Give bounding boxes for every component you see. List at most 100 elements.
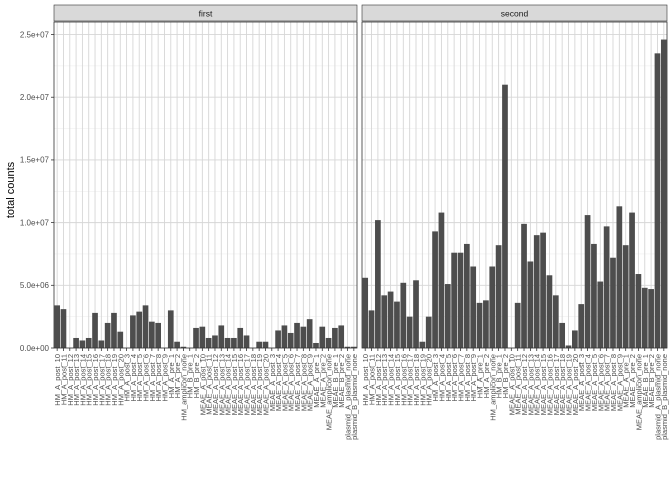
bar [294,322,300,348]
bar [394,301,400,348]
bar [400,282,407,348]
y-tick-label: 2.0e+07 [20,93,50,102]
panel-background [54,22,357,348]
x-tick-label: MEAE_A_post_14 [224,354,233,415]
bar [92,312,98,348]
bar [224,337,231,348]
x-tick-label: HM_amplicon_none [488,354,497,421]
bar [546,275,553,348]
bar [457,252,464,348]
bar [406,316,413,348]
x-tick-label: HM_A_post_16 [91,354,100,406]
x-tick-label: HM_A_post_9 [469,354,478,402]
bar [142,305,149,348]
bar [149,321,155,348]
bar [313,342,319,348]
x-tick-label: plasmid_B_plasmid_none [350,354,359,440]
x-tick-label: MEAE_A_post_15 [230,354,239,415]
facet-strip-second [361,4,668,22]
facet-strip-label-first: first [199,9,213,19]
x-axis-second: HM_A_post_10HM_A_post_11HM_A_post_12HM_A… [361,348,669,440]
bar [79,340,86,348]
x-tick-label: MEAE_A_post_4 [584,354,593,411]
bar [231,337,237,348]
bar [73,337,79,348]
x-tick-label: HM_A_post_16 [399,354,408,406]
bar [559,322,566,348]
bar [622,245,629,348]
y-tick-label: 5.0e+06 [20,281,50,290]
bar [155,322,161,348]
panel-background [362,22,667,348]
bar [572,330,578,348]
bar [610,257,616,348]
panel-grid [54,22,357,349]
bar [287,332,294,348]
bar [54,305,60,348]
bar [629,212,635,348]
x-tick-label: MEAE_A_post_3 [268,354,277,411]
bar [262,341,269,348]
panel-border [53,21,358,349]
x-tick-label: HM_A_post_11 [59,354,68,405]
bar [205,337,212,348]
bar [117,331,124,348]
x-tick-label: MEAE_B_pre_2 [647,354,656,408]
x-tick-label: MEAE_amplicon_none [325,354,334,430]
x-tick-label: HM_A_post_18 [104,354,113,406]
x-tick-label: MEAE_A_post_9 [306,354,315,411]
bar [332,327,338,348]
x-tick-label: HM_amplicon_none [179,354,188,421]
y-tick-label: 2.5e+07 [20,30,50,39]
bar [654,53,661,348]
x-tick-label: HM_A_post_10 [53,354,62,406]
x-tick-label: MEAE_A_post_5 [590,354,599,411]
bar [502,84,508,348]
x-tick-label: HM_A_pre_2 [173,354,182,398]
x-tick-label: HM_A_post_9 [160,354,169,402]
bar [425,316,432,348]
x-tick-label: MEAE_A_post_12 [211,354,220,415]
panel-first [53,21,358,349]
x-tick-label: MEAE_A_post_18 [249,354,258,415]
x-axis-first: HM_A_post_10HM_A_post_11HM_A_post_12HM_A… [53,348,359,440]
x-tick-label: HM_B_pre_2 [501,354,510,398]
y-axis-title: total counts [5,161,17,218]
bar [483,300,489,348]
bar [136,311,143,348]
panel-second [361,21,668,349]
x-tick-label: plasmid_A_plasmid_none [344,354,353,440]
x-tick-label: HM_A_post_6 [142,354,151,402]
bar [432,231,438,348]
bar [387,291,394,348]
x-tick-label: MEAE_A_post_8 [609,354,618,411]
bar [660,39,667,349]
x-tick-label: HM_A_post_20 [425,354,434,406]
bar [275,330,281,348]
facet-panels [53,21,668,349]
x-tick-label: HM_A_post_19 [110,354,119,406]
x-tick-label: HM_A_post_8 [463,354,472,402]
bar [104,322,111,348]
bar [338,325,345,348]
bar [281,325,288,348]
x-tick-label: MEAE_A_post_12 [520,354,529,415]
bar [463,243,470,348]
bar [540,232,546,348]
bar [591,243,597,348]
x-tick-label: MEAE_B_pre_2 [337,354,346,408]
x-tick-label: MEAE_A_post_10 [198,354,207,415]
bar [641,287,648,348]
x-tick-label: MEAE_A_post_6 [596,354,605,411]
bar [300,326,307,348]
bar [476,302,483,348]
bar [85,337,92,348]
bar [199,326,206,348]
x-tick-label: HM_A_post_4 [129,354,138,402]
x-tick-label: MEAE_A_post_20 [571,354,580,415]
x-tick-label: HM_A_post_15 [85,354,94,406]
x-tick-label: MEAE_A_post_19 [565,354,574,415]
bar [193,327,199,348]
x-tick-label: MEAE_A_post_7 [293,354,302,411]
x-tick-label: HM_A_post_5 [135,354,144,402]
